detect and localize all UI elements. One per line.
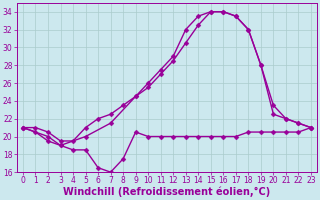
X-axis label: Windchill (Refroidissement éolien,°C): Windchill (Refroidissement éolien,°C) bbox=[63, 187, 271, 197]
